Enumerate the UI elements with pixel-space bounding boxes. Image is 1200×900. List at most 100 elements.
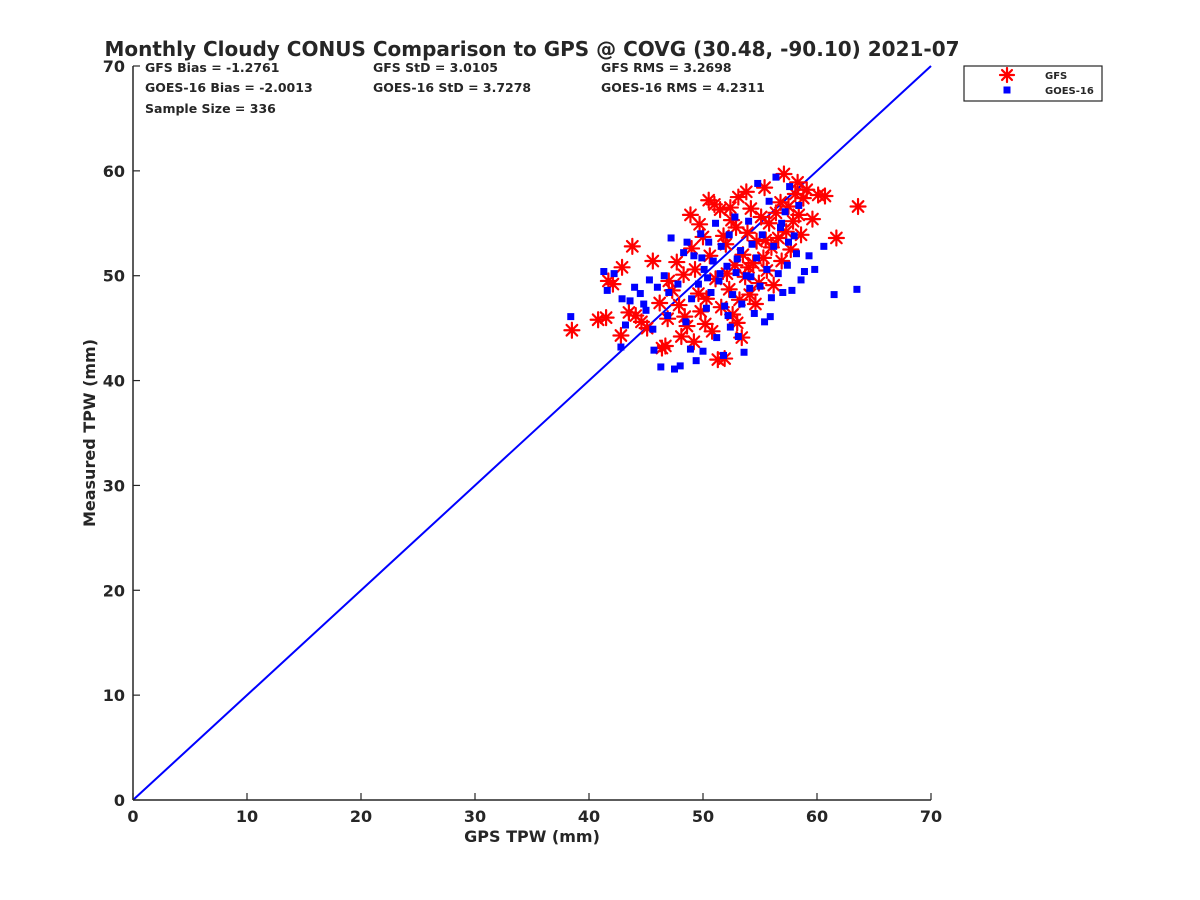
x-tick-label: 20	[350, 807, 372, 826]
goes-16-point	[665, 288, 673, 296]
goes-16-point	[698, 254, 706, 262]
goes-16-point	[772, 173, 780, 181]
legend-box	[963, 65, 1103, 102]
goes-16-point	[692, 357, 700, 365]
goes-16-point	[732, 269, 740, 277]
goes-16-point	[761, 318, 769, 326]
goes-16-point	[745, 217, 753, 225]
goes-16-point	[853, 285, 861, 293]
gfs-point	[827, 229, 845, 247]
goes-16-point	[777, 223, 785, 231]
legend-gfs-marker	[998, 66, 1016, 84]
goes-16-point	[742, 272, 750, 280]
goes-16-point	[774, 270, 782, 278]
goes-16-point	[682, 318, 690, 326]
goes-16-point	[640, 300, 648, 308]
goes-16-point	[758, 231, 766, 239]
goes-16-point	[733, 255, 741, 263]
goes-16-point	[724, 312, 732, 320]
goes-16-point	[621, 321, 629, 329]
goes-16-point	[600, 268, 608, 276]
x-tick-label: 50	[692, 807, 714, 826]
stat-sample-size: Sample Size = 336	[145, 101, 276, 116]
stat-gfs-bias: GFS Bias = -1.2761	[145, 60, 279, 75]
goes-16-series	[567, 173, 861, 373]
goes-16-point	[690, 252, 698, 260]
y-tick-label: 70	[103, 57, 125, 76]
goes-16-point	[694, 280, 702, 288]
goes-16-point	[603, 286, 611, 294]
gfs-point	[752, 208, 770, 226]
goes-16-point	[713, 334, 721, 342]
goes-16-point	[738, 300, 746, 308]
goes-16-point	[664, 312, 672, 320]
goes-16-point	[747, 273, 755, 281]
gfs-point	[563, 321, 581, 339]
goes-16-point	[683, 238, 691, 246]
goes-16-point	[746, 284, 754, 292]
plot-area	[132, 65, 932, 801]
goes-16-point	[709, 257, 717, 265]
gfs-point	[690, 215, 709, 233]
x-tick-label: 70	[920, 807, 942, 826]
gfs-point	[729, 188, 747, 206]
goes-16-point	[753, 254, 761, 262]
gfs-point	[711, 201, 729, 219]
goes-16-point	[688, 295, 696, 303]
gfs-point	[760, 214, 778, 232]
stats-block: GFS Bias = -1.2761 GFS StD = 3.0105 GFS …	[145, 60, 765, 116]
stat-gfs-rms: GFS RMS = 3.2698	[601, 60, 732, 75]
goes-16-point	[781, 208, 789, 216]
x-axis-ticks: 0 10 20 30 40 50 60 70	[127, 793, 942, 826]
goes-16-point	[626, 297, 634, 305]
gfs-point	[644, 252, 662, 270]
goes-16-point	[795, 201, 803, 209]
goes-16-point	[765, 197, 773, 205]
legend-gfs-asterisk	[998, 66, 1016, 84]
y-axis-label: Measured TPW (mm)	[80, 339, 99, 527]
gfs-point	[789, 173, 807, 191]
y-tick-label: 10	[103, 686, 125, 705]
gfs-point	[656, 337, 674, 355]
goes-16-point	[725, 231, 733, 239]
goes-16-point	[649, 325, 657, 333]
goes-16-point	[778, 219, 786, 227]
goes-16-point	[756, 282, 764, 290]
goes-16-point	[671, 365, 678, 373]
gfs-point	[612, 326, 630, 345]
gfs-point	[651, 294, 669, 312]
gfs-point	[769, 229, 787, 247]
goes-16-point	[754, 179, 762, 187]
goes-16-point	[737, 247, 745, 255]
x-axis-label: GPS TPW (mm)	[464, 827, 600, 846]
goes-16-point	[697, 230, 705, 238]
goes-16-point	[830, 291, 838, 299]
y-tick-label: 20	[103, 581, 125, 600]
goes-16-point	[707, 288, 715, 296]
goes-16-point	[653, 283, 661, 291]
legend: GFS GOES-16	[963, 65, 1103, 102]
gfs-point	[739, 258, 758, 276]
goes-16-point	[712, 219, 720, 227]
legend-gfs-label: GFS	[1045, 71, 1067, 82]
gfs-point	[597, 309, 615, 327]
y-tick-label: 30	[103, 476, 125, 495]
gfs-point	[816, 187, 834, 205]
goes-16-point	[702, 304, 710, 312]
goes-16-point	[726, 323, 734, 331]
goes-16-point	[797, 276, 805, 284]
goes-16-point	[763, 265, 771, 273]
legend-goes-label: GOES-16	[1045, 86, 1094, 97]
goes-16-point	[820, 242, 828, 250]
stat-goes-bias: GOES-16 Bias = -2.0013	[145, 80, 313, 95]
goes-16-point	[731, 213, 739, 221]
goes-16-point	[610, 270, 618, 278]
goes-16-point	[788, 286, 796, 294]
goes-16-point	[767, 294, 775, 302]
y-tick-label: 60	[103, 162, 125, 181]
x-tick-label: 40	[578, 807, 600, 826]
y-axis-ticks: 0 10 20 30 40 50 60 70	[103, 57, 140, 810]
goes-16-point	[734, 333, 742, 341]
goes-16-point	[748, 240, 756, 248]
